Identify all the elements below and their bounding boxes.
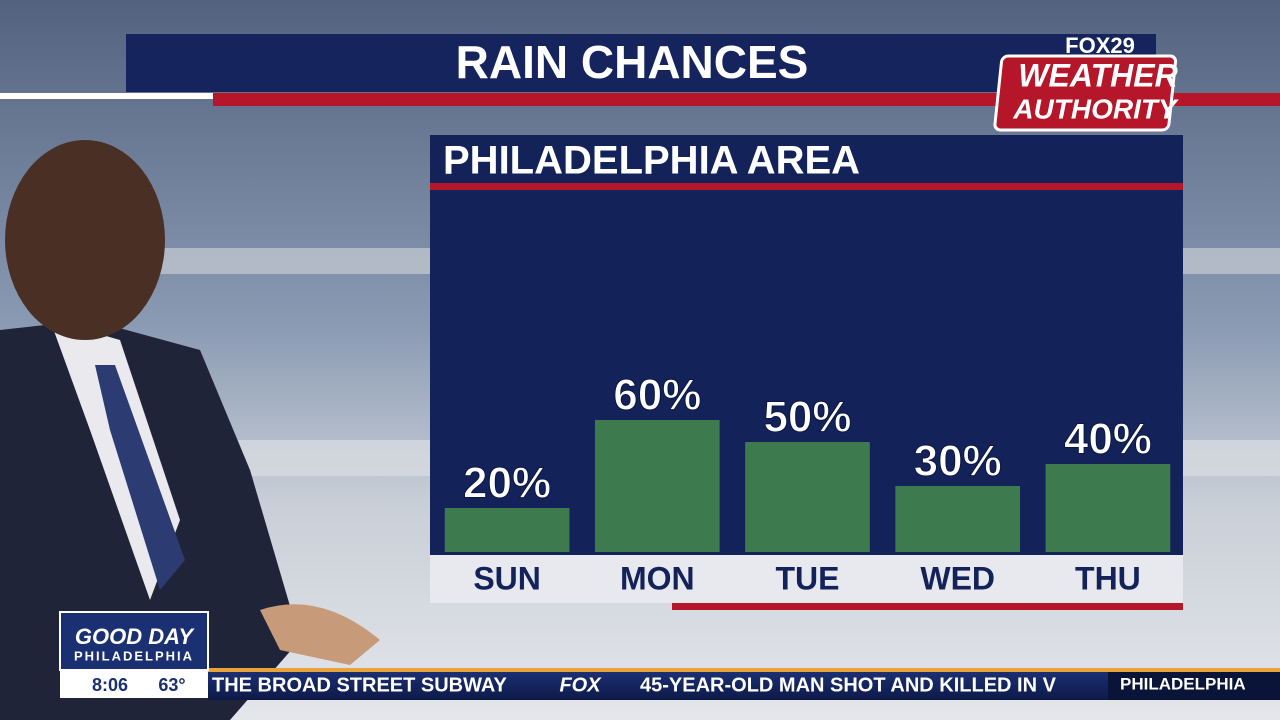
logo-network: FOX29 — [1065, 33, 1135, 58]
bar — [745, 442, 870, 552]
ticker-bar — [208, 672, 1280, 700]
logo-box — [993, 54, 1178, 132]
time-box — [60, 670, 208, 698]
bar — [594, 420, 720, 552]
x-tick-label: MON — [620, 560, 695, 596]
ticker-logo: FOX — [559, 674, 602, 696]
value-label: 30% — [914, 437, 1002, 486]
x-tick-label: WED — [920, 560, 995, 596]
ticker-text: 45-YEAR-OLD MAN SHOT AND KILLED IN V — [640, 674, 1057, 696]
ticker-location-box — [1108, 672, 1280, 700]
chart-subtitle: PHILADELPHIA AREA — [443, 139, 860, 183]
chart-title: RAIN CHANCES — [456, 36, 809, 88]
temperature: 63° — [158, 675, 185, 695]
x-tick-label: SUN — [473, 560, 541, 596]
bar — [444, 508, 570, 552]
bar — [895, 486, 1021, 552]
bar — [1045, 464, 1171, 552]
show-name: GOOD DAY — [75, 624, 195, 649]
value-label: 40% — [1064, 415, 1152, 464]
banner-stripe — [0, 93, 213, 99]
category-strip — [430, 555, 1183, 603]
ticker-location: PHILADELPHIA — [1120, 674, 1246, 693]
logo: FOX29 WEATHER AUTHORITY — [993, 33, 1179, 132]
x-tick-label: THU — [1075, 560, 1141, 596]
value-label: 50% — [763, 393, 851, 442]
value-label: 20% — [463, 459, 551, 508]
panel-stripe — [672, 603, 1183, 610]
logo-line2: AUTHORITY — [1012, 93, 1179, 124]
x-tick-label: TUE — [776, 560, 840, 596]
title-banner — [126, 34, 1156, 92]
panel-stripe — [430, 183, 1183, 190]
value-label: 60% — [613, 371, 701, 420]
bars: SUN 20% MON 60% TUE 50% WED 30% THU 40% — [444, 370, 1171, 596]
ticker-text: THE BROAD STREET SUBWAY — [212, 674, 508, 696]
clock: 8:06 — [92, 675, 128, 695]
ticker-border — [208, 668, 1280, 672]
show-city: PHILADELPHIA — [74, 648, 194, 663]
logo-line1: WEATHER — [1018, 57, 1177, 93]
